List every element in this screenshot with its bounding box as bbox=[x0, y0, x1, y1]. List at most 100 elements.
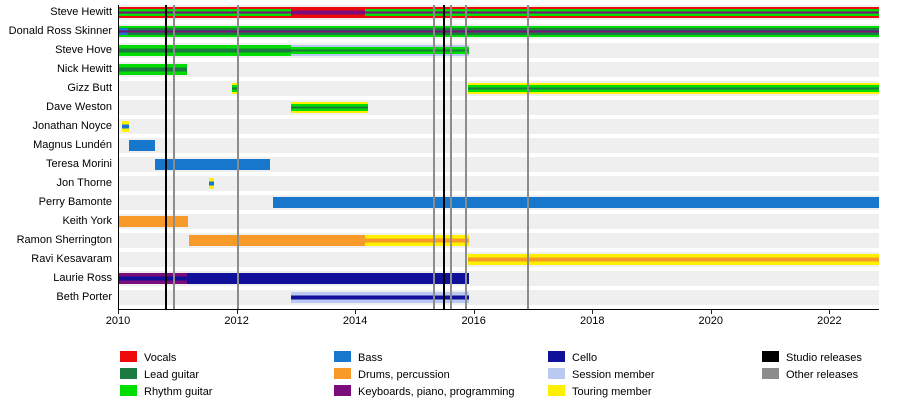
row-band bbox=[119, 62, 879, 77]
row-band bbox=[119, 290, 879, 305]
other-release-line bbox=[173, 5, 176, 309]
member-label: Jon Thorne bbox=[56, 177, 112, 189]
member-label: Dave Weston bbox=[46, 101, 112, 113]
other-release-line bbox=[464, 5, 467, 309]
legend-item: Other releases bbox=[762, 365, 862, 382]
studio-release-line bbox=[164, 5, 167, 309]
rhythm_guitar-legend-swatch bbox=[120, 385, 137, 396]
legend-column: Cello Session member Touring member bbox=[548, 348, 655, 399]
timeline-plot-area bbox=[118, 5, 879, 310]
studio_release-legend-swatch bbox=[762, 351, 779, 362]
timeline-bar-segment bbox=[273, 197, 879, 208]
other_release-legend-swatch bbox=[762, 368, 779, 379]
legend-column: Bass Drums, percussion Keyboards, piano, p… bbox=[334, 348, 515, 399]
timeline-bar-segment bbox=[127, 26, 879, 37]
row-band bbox=[119, 100, 879, 115]
legend-item: Keyboards, piano, programming bbox=[334, 382, 515, 399]
x-axis-tick bbox=[473, 310, 475, 314]
timeline-bar-segment bbox=[209, 178, 214, 189]
timeline-bar-segment bbox=[119, 45, 291, 56]
touring-legend-swatch bbox=[548, 385, 565, 396]
x-axis-tick bbox=[355, 310, 357, 314]
legend-column: Vocals Lead guitar Rhythm guitar bbox=[120, 348, 212, 399]
keyboards-legend-swatch bbox=[334, 385, 351, 396]
member-label: Gizz Butt bbox=[67, 82, 112, 94]
member-label: Steve Hove bbox=[55, 44, 112, 56]
legend-label: Bass bbox=[358, 352, 383, 364]
timeline-bar-segment bbox=[290, 292, 469, 303]
timeline-bar-segment bbox=[365, 7, 879, 18]
timeline-bar-segment bbox=[119, 273, 188, 284]
legend-label: Vocals bbox=[144, 352, 177, 364]
legend-item: Vocals bbox=[120, 348, 212, 365]
x-axis-tick-label: 2014 bbox=[342, 315, 368, 327]
timeline-bar-segment bbox=[119, 216, 188, 227]
vocals-legend-swatch bbox=[120, 351, 137, 362]
row-band bbox=[119, 214, 879, 229]
x-axis-tick bbox=[592, 310, 594, 314]
member-label: Laurie Ross bbox=[53, 272, 112, 284]
timeline-bar-segment bbox=[290, 45, 469, 56]
legend-label: Rhythm guitar bbox=[144, 386, 213, 398]
member-label: Steve Hewitt bbox=[50, 6, 112, 18]
legend-item: Drums, percussion bbox=[334, 365, 515, 382]
x-axis-tick-label: 2018 bbox=[580, 315, 605, 327]
row-band bbox=[119, 119, 879, 134]
legend-column: Studio releases Other releases bbox=[762, 348, 862, 382]
x-axis-tick-label: 2016 bbox=[461, 315, 486, 327]
timeline-bar-segment bbox=[290, 102, 368, 113]
x-axis-tick bbox=[236, 310, 238, 314]
legend-label: Touring member bbox=[572, 386, 652, 398]
legend-item: Touring member bbox=[548, 382, 655, 399]
legend-label: Other releases bbox=[786, 369, 859, 381]
legend: Vocals Lead guitar Rhythm guitar Bass Drums,… bbox=[0, 348, 900, 406]
timeline-bar-segment bbox=[119, 7, 291, 18]
other-release-line bbox=[527, 5, 529, 309]
member-label: Teresa Morini bbox=[45, 158, 112, 170]
timeline-bar-segment bbox=[187, 273, 469, 284]
x-axis-tick bbox=[710, 310, 712, 314]
legend-item: Cello bbox=[548, 348, 655, 365]
member-label: Beth Porter bbox=[56, 291, 112, 303]
row-band bbox=[119, 157, 879, 172]
timeline-bar-segment bbox=[129, 140, 155, 151]
legend-item: Lead guitar bbox=[120, 365, 212, 382]
timeline-bar-segment bbox=[119, 26, 128, 37]
x-axis-tick-label: 2012 bbox=[224, 315, 249, 327]
timeline-bar-segment bbox=[231, 83, 237, 94]
drums-legend-swatch bbox=[334, 368, 351, 379]
legend-label: Session member bbox=[572, 369, 655, 381]
legend-label: Lead guitar bbox=[144, 369, 200, 381]
bass-legend-swatch bbox=[334, 351, 351, 362]
legend-item: Session member bbox=[548, 365, 655, 382]
legend-label: Studio releases bbox=[786, 352, 862, 364]
timeline-bar-segment bbox=[290, 7, 365, 18]
member-label: Donald Ross Skinner bbox=[8, 25, 112, 37]
legend-label: Cello bbox=[572, 352, 598, 364]
other-release-line bbox=[236, 5, 239, 309]
member-label: Ravi Kesavaram bbox=[31, 253, 112, 265]
legend-label: Keyboards, piano, programming bbox=[358, 386, 515, 398]
x-axis-tick-label: 2020 bbox=[698, 315, 724, 327]
legend-item: Studio releases bbox=[762, 348, 862, 365]
member-label: Ramon Sherrington bbox=[16, 234, 112, 246]
x-axis-tick bbox=[118, 310, 119, 314]
member-label: Keith York bbox=[62, 215, 112, 227]
lead_guitar-legend-swatch bbox=[120, 368, 137, 379]
member-label: Nick Hewitt bbox=[56, 63, 112, 75]
member-label: Jonathan Noyce bbox=[32, 120, 113, 132]
x-axis-tick-label: 2010 bbox=[105, 315, 131, 327]
legend-item: Bass bbox=[334, 348, 515, 365]
timeline-bar-segment bbox=[189, 235, 366, 246]
other-release-line bbox=[432, 5, 435, 309]
cello-legend-swatch bbox=[548, 351, 565, 362]
legend-label: Drums, percussion bbox=[358, 369, 450, 381]
legend-item: Rhythm guitar bbox=[120, 382, 212, 399]
row-band bbox=[119, 176, 879, 191]
x-axis-tick bbox=[829, 310, 831, 314]
row-band bbox=[119, 138, 879, 153]
other-release-line bbox=[450, 5, 452, 309]
member-label: Perry Bamonte bbox=[38, 196, 112, 208]
session-legend-swatch bbox=[548, 368, 565, 379]
